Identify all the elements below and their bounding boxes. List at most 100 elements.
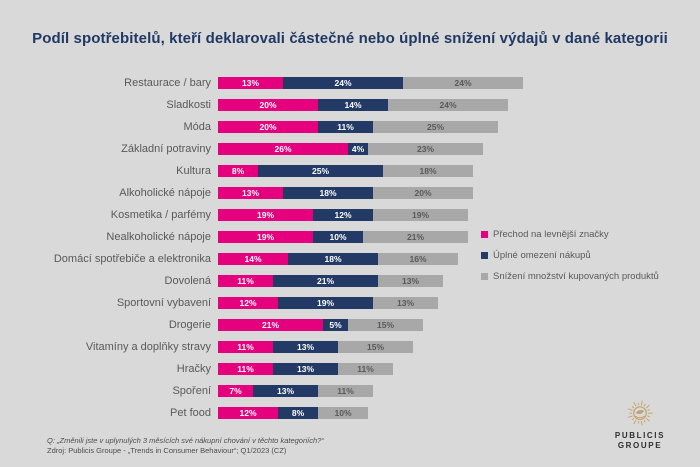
bar-segment: 19%: [278, 297, 373, 309]
bar-segment: 20%: [373, 187, 473, 199]
chart-title: Podíl spotřebitelů, kteří deklarovali čá…: [32, 30, 668, 47]
publicis-groupe-logo: PUBLICIS GROUPE: [606, 398, 674, 451]
category-label: Alkoholické nápoje: [119, 187, 211, 199]
legend-item: Snížení množství kupovaných produktů: [481, 271, 659, 282]
bar-segment: 13%: [378, 275, 443, 287]
chart-row: Drogerie 21% 5% 15%: [0, 314, 523, 336]
category-label: Domácí spotřebiče a elektronika: [53, 253, 211, 265]
legend-swatch-icon: [481, 273, 488, 280]
bar-stack: 13% 24% 24%: [218, 77, 523, 89]
bar-segment: 19%: [218, 231, 313, 243]
bar-segment: 26%: [218, 143, 348, 155]
bar-segment: 20%: [218, 99, 318, 111]
footer-question: Q: „Změnili jste v uplynulých 3 měsících…: [47, 436, 324, 445]
legend-item: Přechod na levnější značky: [481, 229, 659, 240]
bar-segment: 11%: [218, 363, 273, 375]
chart-row: Móda 20% 11% 25%: [0, 116, 523, 138]
bar-stack: 21% 5% 15%: [218, 319, 423, 331]
bar-stack: 20% 14% 24%: [218, 99, 508, 111]
bar-segment: 11%: [338, 363, 393, 375]
bar-segment: 24%: [283, 77, 403, 89]
bar-stack: 20% 11% 25%: [218, 121, 498, 133]
footer-source: Zdroj: Publicis Groupe - „Trends in Cons…: [47, 445, 287, 455]
category-label: Pet food: [170, 407, 211, 419]
bar-segment: 21%: [363, 231, 468, 243]
category-label: Kosmetika / parfémy: [110, 209, 211, 221]
bar-segment: 13%: [253, 385, 318, 397]
category-label: Sladkosti: [166, 99, 211, 111]
bar-segment: 11%: [318, 385, 373, 397]
bar-stack: 26% 4% 23%: [218, 143, 483, 155]
bar-segment: 13%: [273, 363, 338, 375]
lion-sun-icon: [627, 400, 653, 426]
bar-segment: 19%: [373, 209, 468, 221]
bar-segment: 24%: [403, 77, 523, 89]
bar-segment: 4%: [348, 143, 368, 155]
bar-segment: 18%: [288, 253, 378, 265]
category-label: Vitamíny a doplňky stravy: [85, 341, 211, 353]
bar-stack: 19% 12% 19%: [218, 209, 468, 221]
bar-segment: 15%: [348, 319, 423, 331]
bar-segment: 11%: [218, 275, 273, 287]
chart-row: Spoření 7% 13% 11%: [0, 380, 523, 402]
category-label: Sportovní vybavení: [116, 297, 211, 309]
category-label: Nealkoholické nápoje: [106, 231, 211, 243]
chart-row: Kultura 8% 25% 18%: [0, 160, 523, 182]
bar-segment: 5%: [323, 319, 348, 331]
bar-segment: 12%: [218, 407, 278, 419]
legend-swatch-icon: [481, 231, 488, 238]
category-label: Kultura: [176, 165, 211, 177]
bar-stack: 12% 19% 13%: [218, 297, 438, 309]
bar-stack: 13% 18% 20%: [218, 187, 473, 199]
footer: Q: „Změnili jste v uplynulých 3 měsících…: [47, 436, 324, 455]
logo-text-line2: GROUPE: [617, 441, 663, 450]
bar-segment: 25%: [258, 165, 383, 177]
logo-text-line1: PUBLICIS: [614, 431, 666, 440]
legend-label: Přechod na levnější značky: [493, 229, 609, 240]
category-label: Dovolená: [164, 275, 211, 287]
chart-row: Dovolená 11% 21% 13%: [0, 270, 523, 292]
legend-swatch-icon: [481, 252, 488, 259]
category-label: Základní potraviny: [121, 143, 211, 155]
bar-segment: 20%: [218, 121, 318, 133]
bar-segment: 18%: [383, 165, 473, 177]
category-label: Móda: [183, 121, 211, 133]
chart-row: Domácí spotřebiče a elektronika 14% 18% 16%: [0, 248, 523, 270]
bar-stack: 14% 18% 16%: [218, 253, 458, 265]
chart-row: Sladkosti 20% 14% 24%: [0, 94, 523, 116]
chart-row: Restaurace / bary 13% 24% 24%: [0, 72, 523, 94]
bar-segment: 13%: [273, 341, 338, 353]
chart-row: Pet food 12% 8% 10%: [0, 402, 523, 424]
bar-segment: 11%: [218, 341, 273, 353]
bar-stack: 7% 13% 11%: [218, 385, 373, 397]
chart-row: Hračky 11% 13% 11%: [0, 358, 523, 380]
bar-segment: 10%: [318, 407, 368, 419]
chart-row: Sportovní vybavení 12% 19% 13%: [0, 292, 523, 314]
bar-segment: 11%: [318, 121, 373, 133]
bar-segment: 8%: [278, 407, 318, 419]
bar-segment: 12%: [218, 297, 278, 309]
bar-stack: 11% 13% 15%: [218, 341, 413, 353]
bar-segment: 15%: [338, 341, 413, 353]
bar-stack: 8% 25% 18%: [218, 165, 473, 177]
legend-label: Úplné omezení nákupů: [493, 250, 591, 261]
bar-segment: 8%: [218, 165, 258, 177]
legend-item: Úplné omezení nákupů: [481, 250, 659, 261]
bar-stack: 11% 13% 11%: [218, 363, 393, 375]
bar-segment: 24%: [388, 99, 508, 111]
bar-segment: 21%: [273, 275, 378, 287]
chart-row: Nealkoholické nápoje 19% 10% 21%: [0, 226, 523, 248]
bar-stack: 19% 10% 21%: [218, 231, 468, 243]
bar-segment: 25%: [373, 121, 498, 133]
bar-segment: 12%: [313, 209, 373, 221]
chart-rows: Restaurace / bary 13% 24% 24% Sladkosti 20% 14…: [0, 72, 523, 424]
bar-segment: 13%: [218, 187, 283, 199]
chart-row: Vitamíny a doplňky stravy 11% 13% 15%: [0, 336, 523, 358]
bar-segment: 16%: [378, 253, 458, 265]
bar-segment: 14%: [218, 253, 288, 265]
category-label: Spoření: [172, 385, 211, 397]
bar-segment: 13%: [218, 77, 283, 89]
bar-segment: 21%: [218, 319, 323, 331]
bar-stack: 12% 8% 10%: [218, 407, 368, 419]
